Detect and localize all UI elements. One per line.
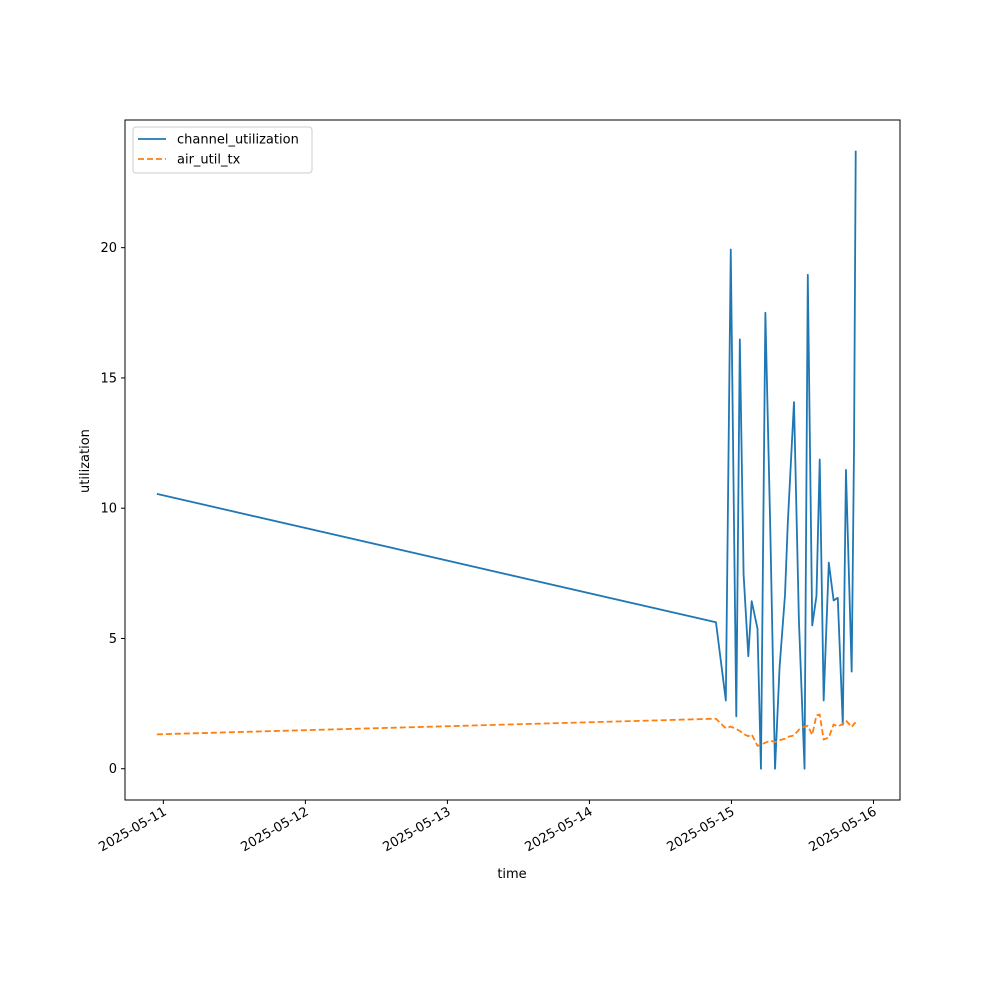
series-line-air-util-tx bbox=[156, 713, 857, 747]
plot-area bbox=[156, 150, 857, 770]
legend-box bbox=[132, 126, 313, 174]
series-line-channel-utilization bbox=[156, 150, 857, 770]
y-tick-label: 10 bbox=[100, 502, 117, 517]
y-tick-label: 5 bbox=[109, 632, 117, 647]
legend-label-channel-utilization: channel_utilization bbox=[177, 133, 299, 148]
legend-label-air-util-tx: air_util_tx bbox=[177, 153, 241, 168]
legend: channel_utilization air_util_tx bbox=[132, 126, 313, 174]
y-tick-label: 20 bbox=[100, 241, 117, 256]
x-axis-label: time bbox=[497, 867, 526, 882]
plot-frame bbox=[124, 119, 901, 801]
y-axis-label: utilization bbox=[78, 429, 93, 493]
y-tick-label: 0 bbox=[109, 762, 117, 777]
y-tick-label: 15 bbox=[100, 371, 117, 386]
